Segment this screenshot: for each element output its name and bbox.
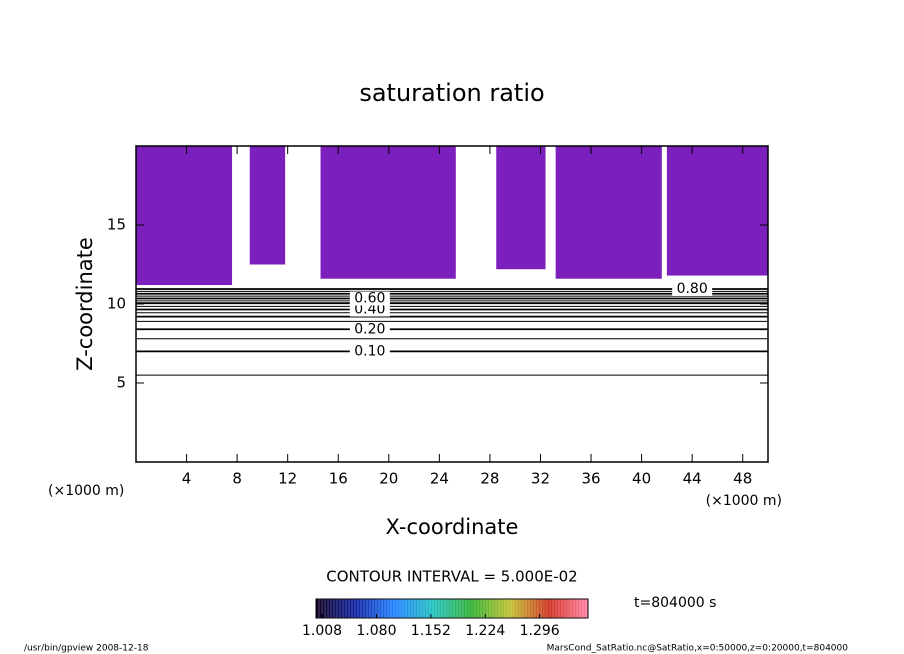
x-unit: (×1000 m) bbox=[706, 493, 782, 509]
time-label: t=804000 s bbox=[634, 595, 716, 611]
x-tick-label: 16 bbox=[329, 470, 348, 488]
y-tick-label: 5 bbox=[116, 374, 126, 392]
colorbar-tick-label: 1.080 bbox=[356, 623, 396, 639]
colorbar bbox=[315, 598, 589, 619]
colorbar-tick-label: 1.296 bbox=[520, 623, 560, 639]
contour-label: 0.80 bbox=[677, 281, 708, 297]
x-tick-label: 36 bbox=[581, 470, 600, 488]
colorbar-tick-label: 1.224 bbox=[465, 623, 505, 639]
y-axis-label: Z-coordinate bbox=[73, 237, 97, 371]
shaded-region bbox=[136, 146, 233, 286]
x-tick-label: 20 bbox=[379, 470, 398, 488]
contour-label: 0.10 bbox=[354, 343, 385, 359]
x-tick-label: 24 bbox=[430, 470, 449, 488]
label-bg bbox=[349, 322, 390, 337]
y-tick-label: 15 bbox=[107, 216, 126, 234]
shaded-region bbox=[555, 146, 662, 279]
x-unit: (×1000 m) bbox=[48, 483, 124, 499]
y-tick-label: 10 bbox=[107, 295, 126, 313]
label-bg bbox=[349, 291, 390, 306]
contour-label: 0.20 bbox=[354, 321, 385, 337]
x-tick-label: 48 bbox=[733, 470, 752, 488]
x-axis-label: X-coordinate bbox=[386, 515, 519, 539]
shaded-region bbox=[496, 146, 546, 270]
x-tick-label: 32 bbox=[531, 470, 550, 488]
x-tick-label: 12 bbox=[278, 470, 297, 488]
label-bg bbox=[349, 344, 390, 359]
chart-title: saturation ratio bbox=[359, 79, 544, 107]
contour-label: 0.40 bbox=[354, 302, 385, 318]
shaded-region bbox=[320, 146, 456, 279]
x-tick-label: 8 bbox=[232, 470, 242, 488]
contour-label: 0.60 bbox=[354, 290, 385, 306]
shaded-region bbox=[249, 146, 286, 265]
footer: /usr/bin/gpview 2008-12-18 bbox=[24, 644, 149, 654]
shaded-region bbox=[666, 146, 768, 276]
label-bg bbox=[349, 302, 390, 317]
footer: MarsCond_SatRatio.nc@SatRatio,x=0:50000,… bbox=[547, 644, 849, 654]
x-tick-label: 40 bbox=[632, 470, 651, 488]
label-bg bbox=[672, 281, 713, 296]
x-tick-label: 28 bbox=[480, 470, 499, 488]
x-tick-label: 44 bbox=[683, 470, 702, 488]
contour-interval: CONTOUR INTERVAL = 5.000E-02 bbox=[326, 568, 577, 586]
colorbar-tick-label: 1.008 bbox=[302, 623, 342, 639]
colorbar-tick-label: 1.152 bbox=[411, 623, 451, 639]
x-tick-label: 4 bbox=[182, 470, 192, 488]
